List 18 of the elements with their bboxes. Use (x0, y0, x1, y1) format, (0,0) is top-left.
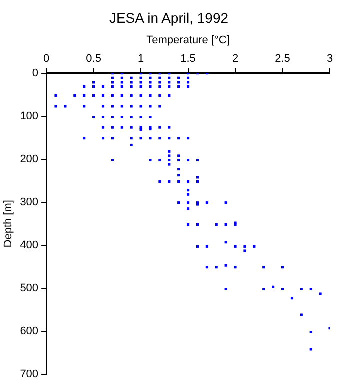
x-tick-label: 1 (138, 52, 144, 65)
y-tick-label: 300 (20, 196, 39, 208)
y-tick-label: 500 (20, 282, 39, 294)
chart-title: JESA in April, 1992 (108, 9, 230, 28)
x-tick-label: 0.5 (86, 52, 102, 65)
x-tick-label: 0 (43, 52, 50, 65)
y-tick-label: 700 (20, 368, 39, 380)
y-tick-label: 400 (20, 239, 39, 252)
y-tick-label: 0 (32, 67, 39, 80)
y-tick-label: 100 (20, 110, 39, 122)
y-tick-label: 200 (20, 153, 39, 166)
x-axis-title: Temperature [°C] (146, 34, 230, 47)
y-tick-label: 600 (20, 325, 39, 338)
x-tick-label: 2.5 (275, 52, 290, 65)
x-tick-label: 3 (326, 52, 334, 65)
x-tick-label: 2 (232, 52, 239, 65)
x-tick-label: 1.5 (180, 52, 196, 65)
y-axis-title: Depth [m] (2, 200, 15, 248)
